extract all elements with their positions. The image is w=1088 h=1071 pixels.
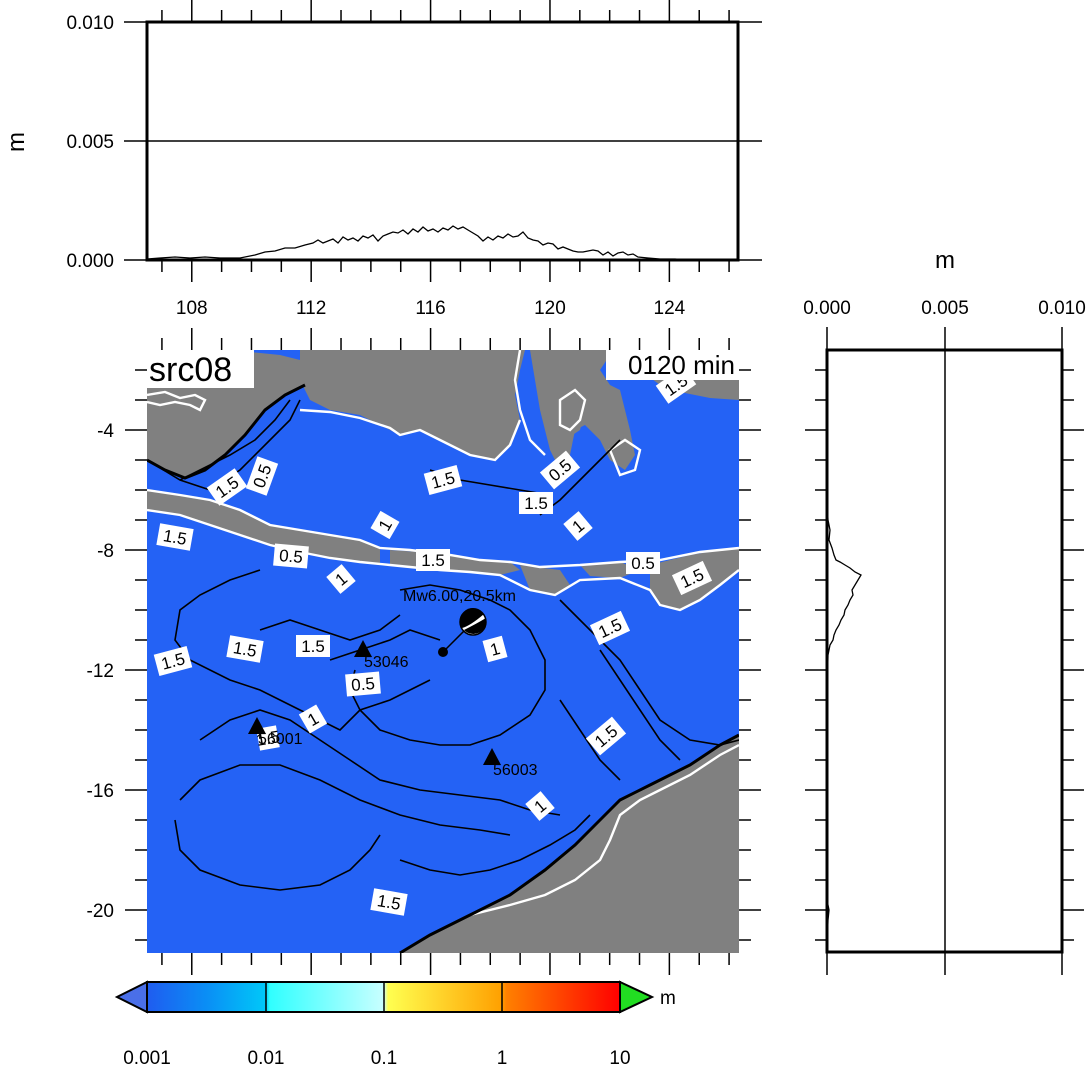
station-marker-icon — [248, 717, 266, 734]
colorbar-tick-01: 0.1 — [371, 1048, 397, 1069]
time-box — [606, 350, 739, 380]
lon-tick-label: 116 — [415, 298, 445, 319]
station-label-53046: 53046 — [364, 654, 409, 671]
side-panel: 0.000 0.005 0.010 m — [803, 247, 1086, 975]
station-label-56003: 56003 — [493, 762, 538, 779]
lon-tick-label: 120 — [534, 298, 566, 319]
source-label: Mw6.00,20.5km — [403, 588, 516, 605]
colorbar-tick-1: 1 — [497, 1048, 508, 1069]
contour-label: 1.5 — [421, 551, 445, 570]
top-panel-trace — [146, 225, 738, 261]
colorbar: 0.001 0.01 0.1 1 10 m — [114, 980, 676, 1069]
colorbar-over-triangle — [619, 980, 655, 1014]
colorbar-tick-10: 10 — [609, 1048, 630, 1069]
source-mechanism: Mw6.00,20.5km — [403, 588, 516, 657]
station-label-56001: 56001 — [258, 731, 303, 748]
contour-label: 0.5 — [278, 546, 303, 567]
contour-label: 1.5 — [524, 494, 548, 513]
side-panel-trace — [826, 350, 862, 953]
colorbar-under-triangle — [114, 980, 148, 1014]
lat-tick-label: -12 — [87, 661, 114, 682]
contour-label: 1.5 — [301, 637, 325, 656]
station-marker-icon — [483, 748, 501, 765]
side-xtick-0005: 0.005 — [921, 298, 969, 319]
map-title: src08 — [149, 351, 232, 389]
colorbar-tick-001: 0.01 — [248, 1048, 285, 1069]
stations: 53046 56001 56003 — [248, 640, 538, 779]
side-panel-unit: m — [935, 247, 955, 274]
time-label: 0120 min — [628, 350, 735, 380]
contour-label: 1.5 — [162, 526, 189, 549]
map-panel: 1.5 0.5 1.5 1.5 1 1.5 0.5 1.5 0.5 1 1.5 … — [87, 298, 761, 975]
top-ytick-0010: 0.010 — [66, 13, 114, 34]
lat-tick-label: -4 — [97, 421, 114, 442]
sumatra-coast — [147, 383, 306, 480]
lon-tick-label: 112 — [296, 298, 326, 319]
lat-tick-label: -20 — [87, 901, 114, 922]
top-ytick-0000: 0.000 — [66, 251, 114, 272]
contour-label: 1.5 — [376, 891, 403, 914]
colorbar-tick-0001: 0.001 — [123, 1048, 171, 1069]
top-panel-unit: m — [3, 132, 30, 152]
lon-tick-label: 124 — [654, 298, 686, 319]
top-ytick-0005: 0.005 — [66, 132, 114, 153]
land — [147, 350, 739, 953]
side-xtick-0000: 0.000 — [803, 298, 851, 319]
lon-tick-label: 108 — [176, 298, 208, 319]
station-marker-icon — [354, 640, 372, 657]
lat-tick-label: -8 — [97, 541, 114, 562]
side-xtick-0010: 0.010 — [1038, 298, 1086, 319]
contour-label: 0.5 — [631, 554, 655, 573]
contour-label: 0.5 — [350, 674, 375, 695]
contours — [147, 399, 739, 891]
title-box — [147, 350, 254, 388]
colorbar-unit: m — [660, 988, 676, 1009]
lat-tick-label: -16 — [87, 781, 114, 802]
contour-label: 1.5 — [232, 638, 259, 661]
top-panel: 0.010 0.005 0.000 m — [3, 0, 762, 282]
australia-coast — [399, 733, 739, 953]
